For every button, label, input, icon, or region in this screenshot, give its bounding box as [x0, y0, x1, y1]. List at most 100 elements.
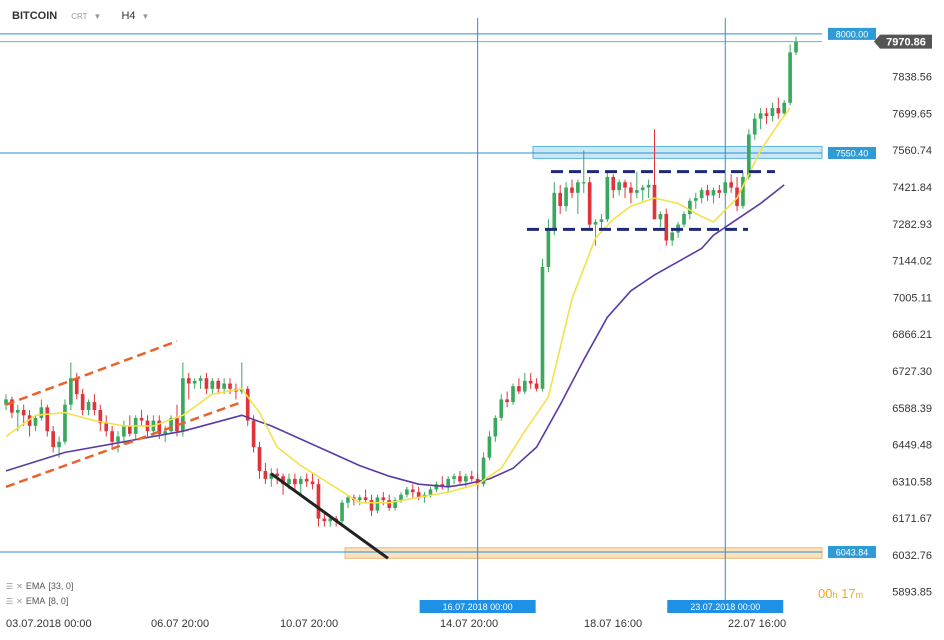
candle-down — [104, 423, 109, 432]
candle-up — [646, 184, 651, 188]
symbol-label[interactable]: BITCOIN — [12, 10, 58, 22]
indicator-label: EMA — [25, 596, 46, 606]
candle-up — [741, 176, 745, 207]
candle-down — [45, 407, 50, 432]
candle-down — [587, 182, 592, 225]
y-axis-tick: 6171.67 — [892, 513, 932, 525]
candle-down — [363, 497, 368, 501]
candle-down — [281, 476, 285, 485]
candle-up — [198, 378, 203, 381]
candle-up — [346, 497, 350, 503]
candle-up — [487, 436, 492, 458]
candle-up — [269, 473, 274, 479]
price-level-label-bg — [828, 546, 876, 559]
close-icon[interactable]: ✕ — [16, 596, 23, 606]
candle-down — [157, 420, 162, 434]
candle-down — [570, 187, 574, 193]
candle-up — [605, 176, 610, 220]
candle-down — [139, 417, 144, 421]
chart-header: BITCOIN CRT ▼ H4 ▼ — [12, 10, 149, 22]
y-axis-tick: 7838.56 — [892, 72, 932, 84]
candle-up — [298, 478, 303, 485]
candle-up — [522, 380, 527, 392]
price-level-label: 6043.84 — [836, 548, 869, 558]
candle-up — [658, 214, 663, 220]
candle-up — [428, 489, 433, 495]
candle-countdown: 00h 17m — [818, 586, 864, 601]
candle-up — [593, 221, 598, 225]
y-axis-tick: 6588.39 — [892, 403, 932, 415]
candle-down — [304, 478, 309, 482]
candle-up — [163, 431, 168, 434]
candle-down — [705, 190, 710, 196]
candle-down — [629, 187, 633, 193]
vertical-marker-label: 23.07.2018 00:00 — [690, 602, 760, 612]
channel-upper-line — [5, 339, 178, 406]
candle-down — [175, 417, 179, 432]
candle-up — [723, 182, 728, 193]
candle-down — [776, 108, 781, 114]
settings-icon[interactable]: ☰ — [6, 596, 14, 606]
candle-down — [558, 192, 563, 207]
candle-up — [688, 200, 692, 214]
y-axis-tick: 7144.02 — [892, 256, 932, 268]
candle-up — [340, 502, 344, 522]
candle-down — [469, 476, 474, 479]
candle-up — [670, 232, 675, 241]
chevron-down-icon[interactable]: ▼ — [93, 11, 102, 21]
candle-up — [682, 214, 686, 225]
candle-down — [316, 484, 321, 519]
indicator-ema-fast[interactable]: ☰ ✕ EMA [8, 0] — [6, 596, 68, 606]
candle-up — [747, 134, 751, 177]
candle-up — [499, 399, 504, 418]
close-icon[interactable]: ✕ — [16, 581, 23, 591]
candle-up — [576, 182, 580, 193]
x-axis-tick: 03.07.2018 00:00 — [6, 618, 92, 630]
chart-type-label[interactable]: CRT — [71, 11, 88, 21]
candle-down — [21, 410, 26, 416]
candle-down — [664, 214, 669, 241]
candle-down — [623, 182, 627, 188]
candle-down — [611, 176, 616, 191]
y-axis-tick: 7421.84 — [892, 182, 932, 194]
settings-icon[interactable]: ☰ — [6, 581, 14, 591]
candle-down — [310, 481, 315, 485]
candle-up — [546, 229, 551, 267]
candle-down — [416, 492, 421, 498]
candle-up — [222, 383, 226, 389]
candle-down — [505, 399, 509, 403]
x-axis-tick: 22.07 16:00 — [728, 618, 786, 630]
y-axis-tick: 7560.74 — [892, 145, 932, 157]
candle-down — [458, 476, 462, 482]
candle-down — [410, 489, 415, 493]
candle-up — [640, 187, 645, 191]
resistance-zone — [532, 145, 823, 159]
candle-down — [369, 500, 374, 511]
chevron-down-icon[interactable]: ▼ — [141, 11, 150, 21]
price-level-label: 7550.40 — [836, 148, 869, 158]
x-axis-tick: 18.07 16:00 — [584, 618, 642, 630]
candle-up — [116, 436, 120, 442]
indicator-ema-slow[interactable]: ☰ ✕ EMA [33, 0] — [6, 581, 73, 591]
x-axis-tick: 10.07 20:00 — [280, 618, 338, 630]
candle-down — [764, 113, 769, 116]
candle-up — [581, 182, 586, 184]
candle-up — [375, 497, 380, 511]
candle-up — [693, 198, 698, 201]
candle-up — [4, 399, 8, 405]
candle-down — [127, 425, 132, 434]
vertical-marker-label-bg — [667, 600, 784, 613]
candle-up — [399, 494, 403, 501]
timeframe-label[interactable]: H4 — [121, 10, 136, 22]
y-axis-tick: 6866.21 — [892, 329, 932, 341]
candle-up — [57, 441, 61, 448]
candle-down — [381, 497, 386, 501]
y-axis-tick: 6310.58 — [892, 476, 932, 488]
candle-up — [452, 476, 456, 479]
candle-up — [794, 41, 798, 53]
candle-down — [186, 378, 191, 384]
candle-down — [729, 182, 733, 188]
candle-up — [328, 518, 333, 522]
candle-down — [80, 394, 85, 410]
